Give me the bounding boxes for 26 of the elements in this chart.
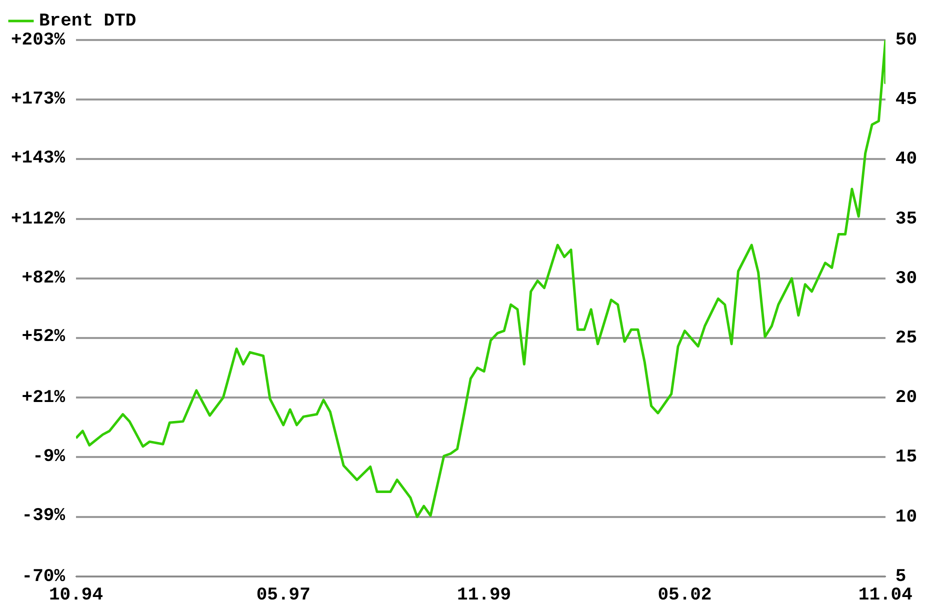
y2-tick-label: 40 [895,150,918,170]
legend-label: Brent DTD [39,12,136,32]
y-tick-label: -9% [32,447,66,468]
y2-tick-label: 20 [895,388,918,408]
y2-tick-label: 25 [895,328,918,349]
x-tick-label: 05.02 [658,586,712,606]
y-tick-label: +173% [10,89,66,110]
x-tick-label: 05.97 [256,586,310,606]
x-tick-label: 11.04 [858,586,913,606]
x-tick-label: 11.99 [457,586,512,606]
y-tick-label: -39% [22,506,66,526]
x-tick-label: 10.94 [49,586,104,606]
y2-tick-label: 45 [895,90,918,110]
y-tick-label: +82% [22,268,66,288]
y2-tick-label: 5 [895,566,906,587]
y-tick-label: +21% [22,388,66,408]
y2-tick-label: 50 [895,30,918,51]
y-tick-label: +143% [10,148,66,168]
y2-tick-label: 15 [895,448,918,468]
y-tick-label: +52% [22,327,66,348]
y2-tick-label: 30 [895,268,918,289]
y-tick-label: +203% [10,30,66,51]
y-tick-label: -70% [22,566,66,587]
y-tick-label: +112% [10,209,66,230]
y2-tick-label: 35 [895,209,918,230]
y2-tick-label: 10 [895,507,918,528]
